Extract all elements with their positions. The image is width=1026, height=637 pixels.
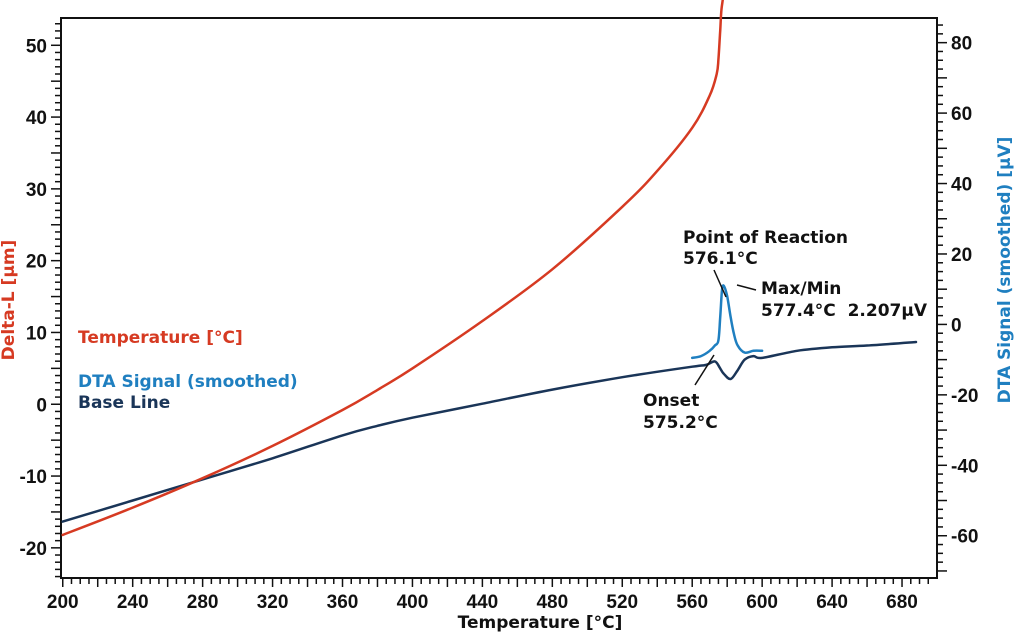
annotation-point-of-reaction-leader	[713, 269, 727, 298]
x-tick-label: 520	[606, 592, 638, 613]
series-line-base-line	[61, 340, 918, 523]
annotation-onset-label: Onset	[643, 391, 699, 411]
y-left-tick-label: 50	[26, 36, 47, 57]
y-left-tick-label: -20	[20, 539, 47, 560]
x-tick-label: 400	[397, 592, 429, 613]
annotation-point-of-reaction-value: 576.1°C	[683, 249, 758, 269]
y-left-tick-label: 10	[26, 323, 47, 344]
y-axis-left-title: Delta-L [µm]	[0, 240, 19, 361]
y-axis-right: -60 -40 -20 0 20 40 60 80	[937, 24, 978, 572]
x-axis-title: Temperature [°C]	[458, 613, 623, 633]
y-axis-right-title: DTA Signal (smoothed) [µV]	[995, 137, 1015, 404]
y-right-tick-label: 40	[951, 175, 972, 196]
annotation-max-min-leader	[736, 284, 757, 291]
x-tick-label: 600	[746, 592, 778, 613]
x-tick-label: 200	[47, 592, 79, 613]
x-tick-label: 360	[327, 592, 359, 613]
legend-item-dta-signal: DTA Signal (smoothed)	[78, 372, 298, 392]
x-tick-label: 480	[536, 592, 568, 613]
series-layer	[61, 0, 918, 537]
y-left-tick-label: 30	[26, 180, 47, 201]
x-tick-label: 320	[257, 592, 289, 613]
y-axis-left: -20 -10 0 10 20 30 40 50	[20, 22, 61, 578]
annotation-max-min-value: 577.4°C 2.207µV	[761, 301, 928, 321]
y-right-tick-label: 60	[951, 104, 972, 125]
annotations: Point of Reaction 576.1°C Max/Min 577.4°…	[643, 228, 928, 433]
y-right-tick-label: -60	[951, 527, 978, 548]
y-right-tick-label: 20	[951, 245, 972, 266]
x-tick-label: 440	[467, 592, 499, 613]
annotation-max-min-label: Max/Min	[761, 279, 841, 299]
x-tick-label: 680	[886, 592, 918, 613]
x-tick-label: 640	[816, 592, 848, 613]
y-right-tick-label: -20	[951, 386, 978, 407]
series-line-temperature-c	[61, 0, 724, 537]
legend-item-base-line: Base Line	[78, 393, 170, 413]
x-tick-label: 280	[187, 592, 219, 613]
series-line-dta-signal-smoothed	[690, 284, 764, 360]
x-tick-label: 240	[117, 592, 149, 613]
x-tick-label: 560	[676, 592, 708, 613]
y-right-tick-label: -40	[951, 456, 978, 477]
legend-item-temperature: Temperature [°C]	[78, 328, 243, 348]
annotation-point-of-reaction-label: Point of Reaction	[683, 228, 848, 248]
y-left-tick-label: 0	[36, 395, 47, 416]
legend: Temperature [°C] DTA Signal (smoothed) B…	[78, 328, 298, 413]
y-left-tick-label: -10	[20, 467, 47, 488]
annotation-onset-leader	[694, 354, 715, 386]
y-left-tick-label: 20	[26, 252, 47, 273]
y-right-tick-label: 80	[951, 34, 972, 55]
x-axis: 200 240 280 320 360 400 440 480 520 560 600 640 680	[47, 578, 930, 613]
y-right-tick-label: 0	[951, 315, 962, 336]
annotation-onset-value: 575.2°C	[643, 413, 718, 433]
y-left-tick-label: 40	[26, 108, 47, 129]
